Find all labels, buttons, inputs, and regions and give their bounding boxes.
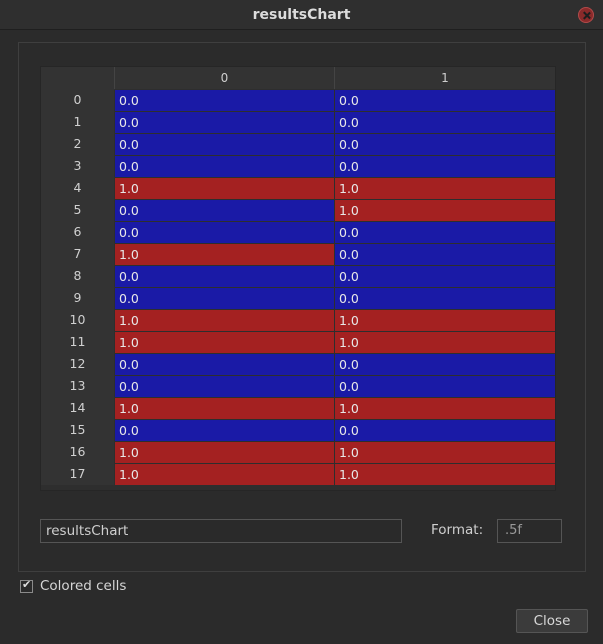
table-cell[interactable]: 0.0	[115, 200, 334, 221]
format-label: Format:	[431, 522, 484, 538]
table-cell[interactable]: 0.0	[115, 354, 334, 375]
row-header[interactable]: 15	[41, 419, 114, 441]
row-header[interactable]: 13	[41, 375, 114, 397]
row-header[interactable]: 8	[41, 265, 114, 287]
row-header[interactable]: 12	[41, 353, 114, 375]
table-cell[interactable]: 1.0	[115, 442, 334, 463]
table-cell[interactable]: 0.0	[115, 376, 334, 397]
row-header[interactable]: 5	[41, 199, 114, 221]
table-cell[interactable]: 0.0	[335, 266, 555, 287]
table-cell[interactable]: 1.0	[335, 442, 555, 463]
row-header[interactable]: 17	[41, 463, 114, 485]
row-header[interactable]: 10	[41, 309, 114, 331]
row-header[interactable]: 9	[41, 287, 114, 309]
row-header[interactable]: 0	[41, 89, 114, 111]
row-header[interactable]: 4	[41, 177, 114, 199]
table-cell[interactable]: 0.0	[335, 156, 555, 177]
row-header[interactable]: 6	[41, 221, 114, 243]
row-header[interactable]: 1	[41, 111, 114, 133]
table-cell[interactable]: 1.0	[115, 310, 334, 331]
window-title: resultsChart	[252, 7, 351, 23]
colored-cells-option[interactable]: Colored cells	[20, 578, 126, 594]
table-cell[interactable]: 0.0	[335, 376, 555, 397]
table-cell[interactable]: 0.0	[115, 420, 334, 441]
table-cell[interactable]: 0.0	[335, 288, 555, 309]
table-cell[interactable]: 0.0	[115, 288, 334, 309]
table-cell[interactable]: 1.0	[335, 200, 555, 221]
table-cell[interactable]: 1.0	[115, 244, 334, 265]
table-cell[interactable]: 0.0	[115, 134, 334, 155]
table-cell[interactable]: 1.0	[115, 178, 334, 199]
row-header[interactable]: 14	[41, 397, 114, 419]
row-header[interactable]: 2	[41, 133, 114, 155]
table-cell[interactable]: 0.0	[335, 244, 555, 265]
table-cell[interactable]: 0.0	[335, 134, 555, 155]
table-cell[interactable]: 1.0	[335, 310, 555, 331]
table-cell[interactable]: 0.0	[115, 156, 334, 177]
table-cell[interactable]: 1.0	[115, 398, 334, 419]
table-cell[interactable]: 0.0	[335, 112, 555, 133]
name-input[interactable]: resultsChart	[40, 519, 402, 543]
table-cell[interactable]: 0.0	[335, 420, 555, 441]
table-cell[interactable]: 0.0	[335, 354, 555, 375]
table-cell[interactable]: 0.0	[115, 222, 334, 243]
table-cell[interactable]: 0.0	[115, 266, 334, 287]
row-header[interactable]: 3	[41, 155, 114, 177]
table-cell[interactable]: 1.0	[335, 398, 555, 419]
results-table[interactable]: 0 1 0 0.0 0.0 1 0.0 0.0 2 0.0 0.0 3 0.0 0.0 4 1.0 1.0 5 0.…	[40, 66, 556, 491]
colored-cells-checkbox[interactable]	[20, 578, 33, 593]
column-header[interactable]: 0	[114, 67, 334, 89]
column-header[interactable]: 1	[334, 67, 555, 89]
format-input[interactable]: .5f	[497, 519, 562, 543]
table-cell[interactable]: 0.0	[115, 112, 334, 133]
table-corner	[41, 67, 114, 89]
table-cell[interactable]: 1.0	[115, 332, 334, 353]
row-header[interactable]: 11	[41, 331, 114, 353]
table-cell[interactable]: 1.0	[115, 464, 334, 485]
row-header[interactable]: 16	[41, 441, 114, 463]
close-button[interactable]: Close	[516, 609, 588, 633]
table-cell[interactable]: 1.0	[335, 332, 555, 353]
table-cell[interactable]: 0.0	[335, 222, 555, 243]
title-bar: resultsChart	[0, 0, 603, 30]
row-header[interactable]: 7	[41, 243, 114, 265]
vertical-scrollbar[interactable]	[555, 89, 556, 491]
table-cell[interactable]: 0.0	[115, 90, 334, 111]
window-close-icon[interactable]	[578, 7, 594, 23]
colored-cells-label: Colored cells	[40, 578, 127, 594]
table-cell[interactable]: 0.0	[335, 90, 555, 111]
table-cell[interactable]: 1.0	[335, 464, 555, 485]
table-cell[interactable]: 1.0	[335, 178, 555, 199]
